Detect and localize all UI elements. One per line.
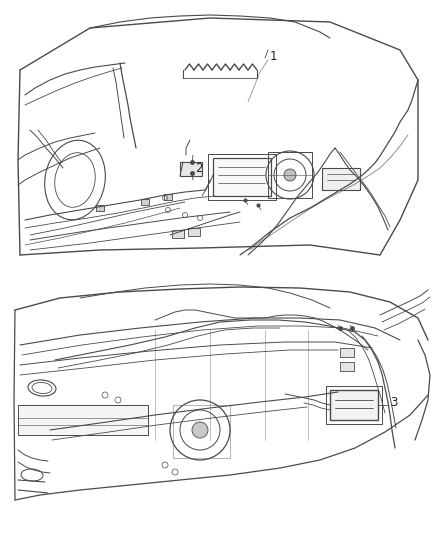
Circle shape bbox=[192, 422, 208, 438]
Bar bbox=[340, 362, 354, 371]
Bar bbox=[141, 199, 149, 205]
Bar bbox=[340, 348, 354, 357]
Text: 2: 2 bbox=[195, 161, 202, 174]
Bar bbox=[208, 154, 276, 200]
Circle shape bbox=[284, 169, 296, 181]
Bar bbox=[322, 168, 360, 190]
Bar bbox=[268, 152, 312, 198]
Bar bbox=[172, 230, 184, 238]
Bar bbox=[18, 405, 148, 435]
Bar bbox=[213, 158, 271, 196]
Bar bbox=[188, 228, 200, 236]
Bar bbox=[326, 386, 382, 424]
Text: 1: 1 bbox=[270, 50, 278, 62]
Bar bbox=[96, 205, 104, 211]
Bar bbox=[180, 162, 202, 176]
Bar bbox=[164, 194, 172, 200]
Text: 3: 3 bbox=[390, 397, 397, 409]
Bar bbox=[330, 390, 378, 420]
